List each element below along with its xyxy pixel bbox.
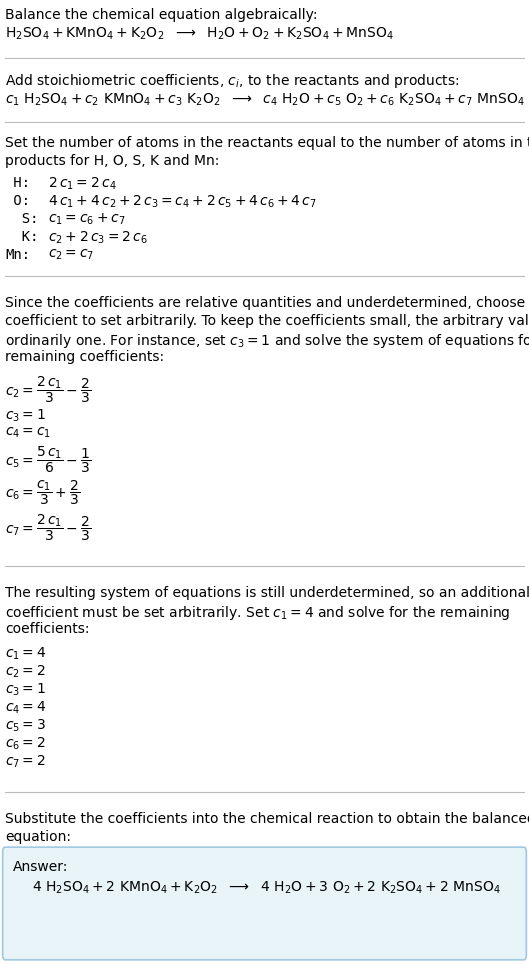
Text: $c_7 = 2$: $c_7 = 2$	[5, 754, 46, 770]
Text: $2\,c_1 = 2\,c_4$: $2\,c_1 = 2\,c_4$	[48, 176, 116, 193]
Text: $c_5 = \dfrac{5\,c_1}{6} - \dfrac{1}{3}$: $c_5 = \dfrac{5\,c_1}{6} - \dfrac{1}{3}$	[5, 444, 92, 474]
Text: $\mathrm{H_2SO_4 + KMnO_4 + K_2O_2}$  $\longrightarrow$  $\mathrm{H_2O + O_2 + K: $\mathrm{H_2SO_4 + KMnO_4 + K_2O_2}$ $\l…	[5, 26, 394, 42]
Text: $c_6 = \dfrac{c_1}{3} + \dfrac{2}{3}$: $c_6 = \dfrac{c_1}{3} + \dfrac{2}{3}$	[5, 478, 80, 507]
Text: $4\,c_1 + 4\,c_2 + 2\,c_3 = c_4 + 2\,c_5 + 4\,c_6 + 4\,c_7$: $4\,c_1 + 4\,c_2 + 2\,c_3 = c_4 + 2\,c_5…	[48, 194, 316, 210]
Text: Add stoichiometric coefficients, $c_i$, to the reactants and products:: Add stoichiometric coefficients, $c_i$, …	[5, 72, 460, 90]
Text: ordinarily one. For instance, set $c_3 = 1$ and solve the system of equations fo: ordinarily one. For instance, set $c_3 =…	[5, 332, 529, 350]
Text: Substitute the coefficients into the chemical reaction to obtain the balanced: Substitute the coefficients into the che…	[5, 812, 529, 826]
Text: $c_1 = 4$: $c_1 = 4$	[5, 646, 47, 662]
Text: coefficient must be set arbitrarily. Set $c_1 = 4$ and solve for the remaining: coefficient must be set arbitrarily. Set…	[5, 604, 510, 622]
FancyBboxPatch shape	[3, 847, 526, 960]
Text: Answer:: Answer:	[13, 860, 69, 874]
Text: K:: K:	[5, 230, 39, 244]
Text: $c_4 = 4$: $c_4 = 4$	[5, 700, 47, 716]
Text: remaining coefficients:: remaining coefficients:	[5, 350, 165, 364]
Text: $c_2 = 2$: $c_2 = 2$	[5, 664, 46, 681]
Text: Mn:: Mn:	[5, 248, 30, 262]
Text: $c_3 = 1$: $c_3 = 1$	[5, 682, 46, 698]
Text: $c_5 = 3$: $c_5 = 3$	[5, 718, 46, 735]
Text: $4\ \mathrm{H_2SO_4} + 2\ \mathrm{KMnO_4} + \mathrm{K_2O_2}$  $\longrightarrow$ : $4\ \mathrm{H_2SO_4} + 2\ \mathrm{KMnO_4…	[32, 880, 500, 897]
Text: $c_1\ \mathrm{H_2SO_4} + c_2\ \mathrm{KMnO_4} + c_3\ \mathrm{K_2O_2}$  $\longrig: $c_1\ \mathrm{H_2SO_4} + c_2\ \mathrm{KM…	[5, 92, 525, 108]
Text: $c_2 = c_7$: $c_2 = c_7$	[48, 248, 94, 262]
Text: equation:: equation:	[5, 830, 71, 844]
Text: Set the number of atoms in the reactants equal to the number of atoms in the: Set the number of atoms in the reactants…	[5, 136, 529, 150]
Text: products for H, O, S, K and Mn:: products for H, O, S, K and Mn:	[5, 154, 220, 168]
Text: coefficients:: coefficients:	[5, 622, 90, 636]
Text: $c_3 = 1$: $c_3 = 1$	[5, 408, 46, 424]
Text: $c_7 = \dfrac{2\,c_1}{3} - \dfrac{2}{3}$: $c_7 = \dfrac{2\,c_1}{3} - \dfrac{2}{3}$	[5, 512, 92, 543]
Text: The resulting system of equations is still underdetermined, so an additional: The resulting system of equations is sti…	[5, 586, 529, 600]
Text: H:: H:	[5, 176, 30, 190]
Text: $c_1 = c_6 + c_7$: $c_1 = c_6 + c_7$	[48, 212, 125, 228]
Text: Balance the chemical equation algebraically:: Balance the chemical equation algebraica…	[5, 8, 318, 22]
Text: O:: O:	[5, 194, 30, 208]
Text: $c_6 = 2$: $c_6 = 2$	[5, 736, 46, 752]
Text: $c_2 + 2\,c_3 = 2\,c_6$: $c_2 + 2\,c_3 = 2\,c_6$	[48, 230, 148, 247]
Text: coefficient to set arbitrarily. To keep the coefficients small, the arbitrary va: coefficient to set arbitrarily. To keep …	[5, 314, 529, 328]
Text: $c_2 = \dfrac{2\,c_1}{3} - \dfrac{2}{3}$: $c_2 = \dfrac{2\,c_1}{3} - \dfrac{2}{3}$	[5, 374, 92, 405]
Text: $c_4 = c_1$: $c_4 = c_1$	[5, 426, 51, 441]
Text: Since the coefficients are relative quantities and underdetermined, choose a: Since the coefficients are relative quan…	[5, 296, 529, 310]
Text: S:: S:	[5, 212, 39, 226]
